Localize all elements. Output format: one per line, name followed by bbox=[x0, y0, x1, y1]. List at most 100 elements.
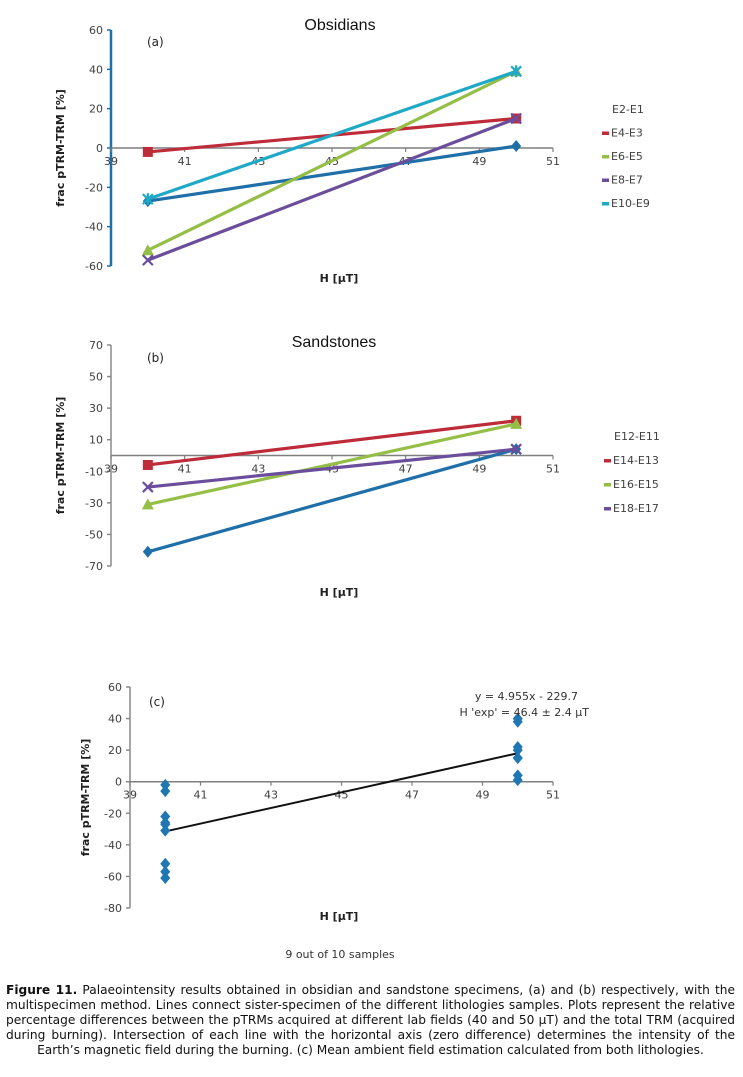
x-tick-label: 47 bbox=[405, 789, 419, 802]
x-tick-label: 43 bbox=[264, 789, 278, 802]
caption-label: Figure 11. bbox=[6, 983, 78, 997]
x-tick-label: 47 bbox=[399, 463, 413, 476]
data-point bbox=[142, 459, 153, 470]
series-line bbox=[146, 447, 518, 554]
legend-swatch bbox=[602, 131, 609, 135]
legend-swatch bbox=[602, 178, 609, 182]
data-point bbox=[512, 715, 523, 728]
series-E18-E17 bbox=[142, 443, 522, 493]
chart-title: Sandstones bbox=[292, 334, 377, 351]
x-axis-title: H [µT] bbox=[320, 586, 359, 599]
x-tick-label: 39 bbox=[104, 155, 118, 168]
legend-label: E6-E5 bbox=[611, 150, 643, 163]
legend-label: E8-E7 bbox=[611, 174, 643, 187]
series-line bbox=[146, 447, 518, 489]
legend-swatch bbox=[602, 155, 609, 159]
series-line bbox=[146, 144, 518, 203]
data-point bbox=[160, 824, 171, 837]
legend-label: E4-E3 bbox=[611, 127, 643, 140]
data-point bbox=[510, 443, 522, 455]
data-point bbox=[160, 865, 171, 878]
legend-swatch bbox=[604, 507, 611, 511]
legend-swatch bbox=[602, 202, 609, 206]
legend-label: E16-E15 bbox=[613, 478, 659, 491]
y-tick-label: 50 bbox=[89, 371, 103, 384]
panel-label: (c) bbox=[149, 695, 165, 709]
field-estimate: H 'exp' = 46.4 ± 2.4 µT bbox=[459, 706, 589, 719]
legend-label: E14-E13 bbox=[613, 454, 659, 467]
data-point bbox=[160, 810, 171, 823]
data-point bbox=[510, 65, 522, 78]
data-point bbox=[511, 140, 522, 153]
trendline-equation: y = 4.955x - 229.7 bbox=[475, 690, 578, 703]
legend-label: E10-E9 bbox=[611, 197, 650, 210]
data-point bbox=[160, 785, 171, 798]
legend-label: E2-E1 bbox=[612, 103, 644, 116]
x-tick-label: 43 bbox=[251, 463, 265, 476]
y-tick-label: 70 bbox=[89, 339, 103, 352]
y-tick-label: 0 bbox=[115, 776, 122, 789]
scatter-points bbox=[160, 712, 523, 885]
x-tick-label: 49 bbox=[472, 463, 486, 476]
x-axis-title: H [µT] bbox=[320, 272, 359, 285]
series-line bbox=[146, 69, 518, 252]
y-tick-label: -60 bbox=[104, 870, 122, 883]
x-tick-label: 39 bbox=[104, 463, 118, 476]
y-tick-label: 0 bbox=[96, 142, 103, 155]
series-E8-E7 bbox=[142, 112, 522, 266]
y-tick-label: -70 bbox=[85, 560, 103, 573]
data-point bbox=[512, 774, 523, 787]
y-tick-label: 60 bbox=[89, 24, 103, 37]
y-tick-label: 60 bbox=[108, 681, 122, 694]
y-tick-label: -50 bbox=[85, 528, 103, 541]
x-axis-title: H [µT] bbox=[320, 910, 359, 923]
y-tick-label: 20 bbox=[89, 103, 103, 116]
y-tick-label: -80 bbox=[104, 902, 122, 915]
x-tick-label: 49 bbox=[472, 155, 486, 168]
legend-swatch bbox=[604, 459, 611, 463]
data-point bbox=[510, 417, 523, 429]
data-point bbox=[512, 744, 523, 757]
legend-label: E18-E17 bbox=[613, 502, 659, 515]
x-tick-label: 41 bbox=[178, 155, 192, 168]
data-point bbox=[142, 193, 154, 206]
series-line bbox=[146, 116, 518, 262]
x-tick-label: 51 bbox=[546, 463, 560, 476]
chart-title: Obsidians bbox=[304, 17, 375, 34]
x-tick-label: 51 bbox=[546, 789, 560, 802]
x-tick-label: 41 bbox=[178, 463, 192, 476]
data-point bbox=[160, 778, 171, 791]
y-tick-label: -60 bbox=[85, 260, 103, 273]
y-tick-label: -10 bbox=[85, 465, 103, 478]
legend-label: E12-E11 bbox=[614, 430, 660, 443]
series-E12-E11 bbox=[142, 443, 522, 558]
data-point bbox=[142, 481, 154, 493]
trendline bbox=[165, 752, 518, 833]
x-tick-label: 41 bbox=[194, 789, 208, 802]
series-line bbox=[146, 69, 518, 201]
caption-text: Palaeointensity results obtained in obsi… bbox=[6, 983, 735, 1057]
data-point bbox=[141, 244, 154, 256]
data-point bbox=[160, 857, 171, 870]
y-tick-label: -40 bbox=[85, 221, 103, 234]
y-tick-label: 40 bbox=[108, 713, 122, 726]
y-axis-title: frac pTRM-TRM [%] bbox=[79, 739, 92, 857]
data-point bbox=[142, 254, 154, 266]
series-E10-E9 bbox=[142, 65, 522, 206]
y-tick-label: -20 bbox=[104, 807, 122, 820]
series-line bbox=[146, 422, 518, 507]
data-point bbox=[160, 818, 171, 831]
y-tick-label: -20 bbox=[85, 181, 103, 194]
data-point bbox=[512, 752, 523, 765]
data-point bbox=[142, 146, 153, 157]
panel-label: (a) bbox=[147, 35, 164, 49]
x-tick-label: 51 bbox=[546, 155, 560, 168]
y-tick-label: 30 bbox=[89, 402, 103, 415]
x-tick-label: 49 bbox=[476, 789, 490, 802]
sample-note: 9 out of 10 samples bbox=[285, 948, 395, 961]
y-axis-title: frac pTRM-TRM [%] bbox=[54, 89, 67, 207]
